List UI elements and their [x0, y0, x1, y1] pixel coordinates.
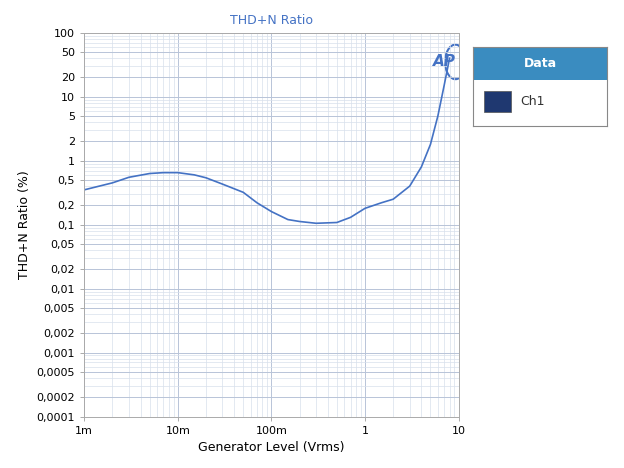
FancyBboxPatch shape: [473, 47, 607, 80]
Title: THD+N Ratio: THD+N Ratio: [230, 15, 313, 28]
Text: AP: AP: [432, 54, 456, 69]
Text: Ch1: Ch1: [520, 95, 545, 108]
Text: Data: Data: [524, 57, 557, 70]
X-axis label: Generator Level (Vrms): Generator Level (Vrms): [198, 441, 344, 454]
FancyBboxPatch shape: [484, 91, 510, 112]
Y-axis label: THD+N Ratio (%): THD+N Ratio (%): [18, 170, 31, 279]
